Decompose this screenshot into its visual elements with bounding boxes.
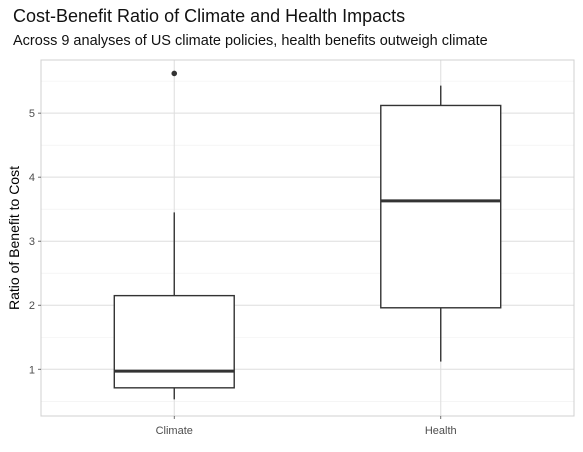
panel-border — [40, 59, 575, 417]
y-axis-title: Ratio of Benefit to Cost — [6, 166, 22, 310]
box-health — [380, 85, 502, 362]
x-tick-label: Climate — [156, 425, 193, 437]
x-tick-label: Health — [425, 425, 457, 437]
y-tick-label: 4 — [29, 172, 35, 184]
iqr-box — [380, 104, 502, 309]
chart-subtitle: Across 9 analyses of US climate policies… — [13, 33, 488, 49]
y-tick-label: 3 — [29, 236, 35, 248]
y-tick-labels: 1 2 3 4 5 — [29, 108, 41, 376]
x-tick-labels: Climate Health — [156, 416, 457, 437]
y-tick-label: 5 — [29, 108, 35, 120]
box-layer — [113, 70, 502, 400]
outlier-point — [171, 70, 178, 77]
box-climate — [113, 70, 235, 400]
y-tick-label: 1 — [29, 364, 35, 376]
chart-title: Cost-Benefit Ratio of Climate and Health… — [13, 6, 406, 26]
y-tick-label: 2 — [29, 300, 35, 312]
iqr-box — [113, 294, 235, 389]
